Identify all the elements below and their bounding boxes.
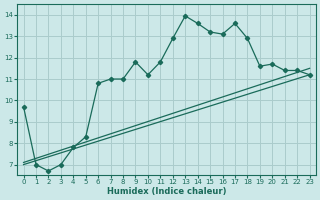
X-axis label: Humidex (Indice chaleur): Humidex (Indice chaleur)	[107, 187, 226, 196]
